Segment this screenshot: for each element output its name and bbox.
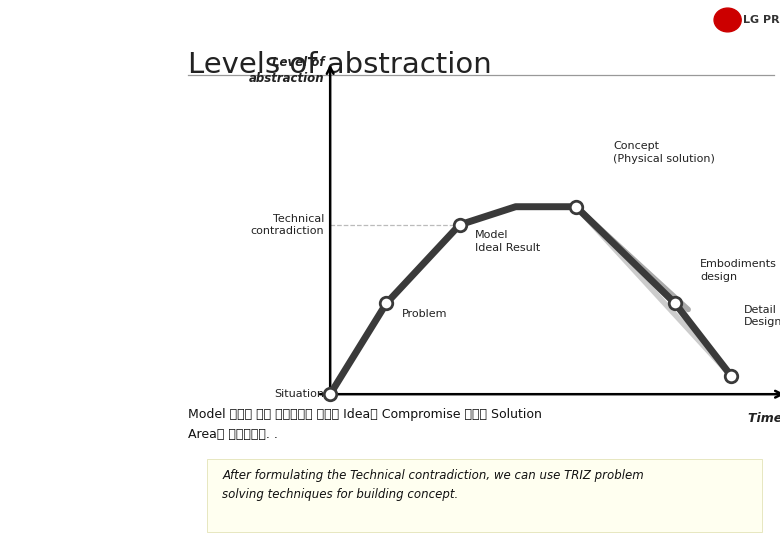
Text: Situation: Situation	[274, 389, 324, 399]
Text: Level of
abstraction: Level of abstraction	[248, 56, 324, 85]
Text: Model 변환의 모든 단계에서는 사소한 Idea와 Compromise 영역의 Solution
Area를 제거시킨다. .: Model 변환의 모든 단계에서는 사소한 Idea와 Compromise …	[189, 408, 542, 441]
Text: Problem: Problem	[402, 309, 447, 319]
Text: After formulating the Technical contradiction, we can use TRIZ problem
solving t: After formulating the Technical contradi…	[222, 469, 644, 501]
Text: Embodiments
design: Embodiments design	[700, 260, 777, 282]
Text: Levels of abstraction: Levels of abstraction	[189, 51, 492, 79]
Text: Model
Ideal Result: Model Ideal Result	[475, 230, 541, 253]
Circle shape	[714, 8, 741, 32]
Text: Time, T: Time, T	[749, 413, 780, 426]
Text: Concept
(Physical solution): Concept (Physical solution)	[613, 141, 715, 164]
Text: Detail
Design: Detail Design	[743, 305, 780, 327]
Text: Technical
contradiction: Technical contradiction	[250, 214, 324, 236]
Text: LG PRC: LG PRC	[743, 15, 780, 25]
FancyBboxPatch shape	[207, 459, 761, 532]
